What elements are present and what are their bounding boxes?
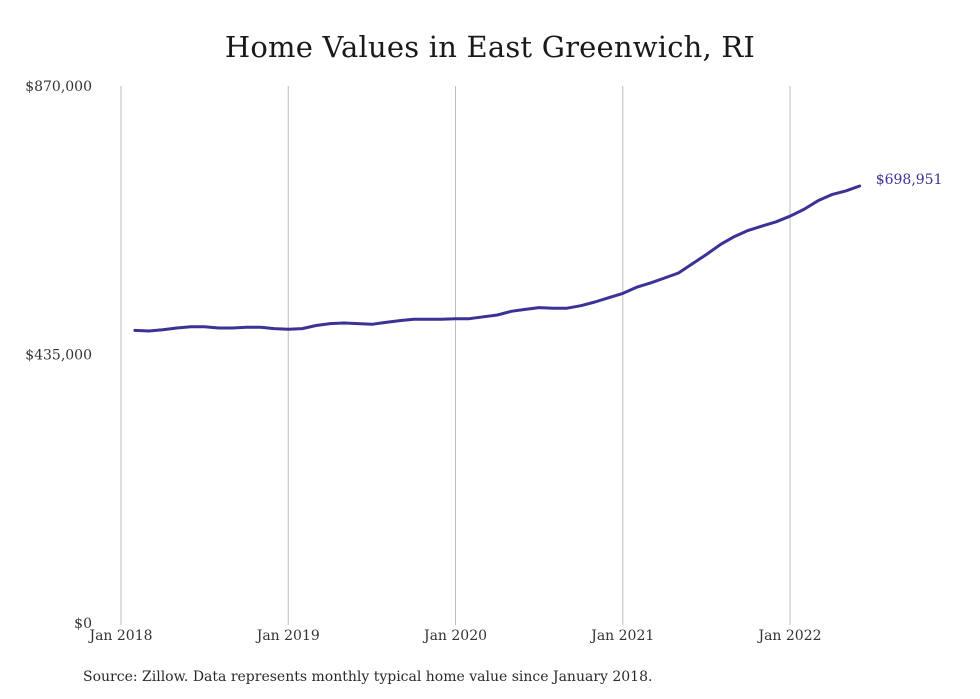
x-tick-label: Jan 2018: [87, 628, 152, 644]
gridlines: [120, 86, 791, 625]
x-tick-label: Jan 2021: [589, 628, 654, 644]
data-labels: $698,951: [876, 172, 943, 188]
y-axis-ticks: $870,000 $435,000 $0: [25, 79, 92, 632]
y-tick-label: $0: [74, 616, 92, 632]
source-note: Source: Zillow. Data represents monthly …: [83, 669, 653, 685]
x-tick-label: Jan 2020: [422, 628, 487, 644]
x-axis-ticks: Jan 2018 Jan 2019 Jan 2020 Jan 2021 Jan 2022: [87, 628, 821, 644]
series-line: [133, 184, 862, 333]
y-tick-label: $870,000: [25, 79, 92, 95]
y-tick-label: $435,000: [25, 348, 92, 364]
end-value-label: $698,951: [876, 172, 943, 188]
x-tick-label: Jan 2019: [255, 628, 320, 644]
x-tick-label: Jan 2022: [756, 628, 821, 644]
chart-title: Home Values in East Greenwich, RI: [224, 30, 756, 64]
series-layer: [133, 184, 862, 333]
